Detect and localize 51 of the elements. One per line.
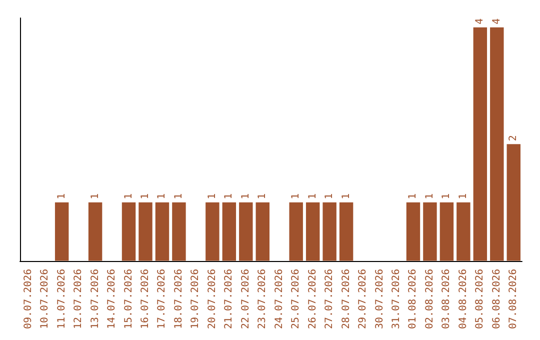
data-label: 1 (90, 193, 101, 200)
data-label: 1 (224, 193, 235, 200)
data-label: 1 (140, 193, 151, 200)
x-tick-label: 01.08.2026 (408, 268, 419, 330)
x-tick-label: 23.07.2026 (257, 268, 268, 330)
x-tick-label: 29.07.2026 (358, 268, 369, 330)
data-label: 2 (508, 135, 520, 142)
x-tick-label: 24.07.2026 (274, 268, 285, 330)
data-label: 1 (56, 193, 68, 200)
data-label: 1 (424, 193, 436, 200)
data-label: 1 (257, 193, 268, 200)
x-tick-label: 27.07.2026 (324, 268, 336, 330)
data-label: 1 (156, 193, 168, 200)
x-tick-label: 06.08.2026 (491, 268, 502, 330)
x-tick-label: 22.07.2026 (240, 268, 252, 330)
x-tick-label: 30.07.2026 (374, 268, 386, 330)
x-tick-label: 31.07.2026 (391, 268, 402, 330)
x-tick-label: 05.08.2026 (474, 268, 486, 330)
x-tick-label: 28.07.2026 (340, 268, 352, 330)
data-label: 1 (441, 193, 452, 200)
data-label: 1 (290, 193, 302, 200)
x-tick-label: 18.07.2026 (173, 268, 184, 330)
x-tick-label: 26.07.2026 (307, 268, 318, 330)
data-label: 1 (240, 193, 252, 200)
data-label: 1 (324, 193, 336, 200)
x-tick-label: 11.07.2026 (56, 268, 68, 330)
data-label: 4 (474, 18, 486, 24)
x-tick-label: 14.07.2026 (106, 268, 118, 330)
x-tick-label: 20.07.2026 (206, 268, 218, 330)
x-tick-label: 25.07.2026 (290, 268, 302, 330)
x-tick-label: 15.07.2026 (123, 268, 134, 330)
data-label: 1 (458, 193, 469, 200)
x-tick-label: 13.07.2026 (90, 268, 101, 330)
x-tick-label: 07.08.2026 (508, 268, 520, 330)
x-tick-label: 21.07.2026 (224, 268, 235, 330)
data-label: 1 (408, 193, 419, 200)
x-tick-label: 10.07.2026 (40, 268, 51, 330)
data-label: 1 (173, 193, 184, 200)
x-tick-label: 03.08.2026 (441, 268, 452, 330)
x-tick-label: 04.08.2026 (458, 268, 469, 330)
data-label: 1 (123, 193, 134, 200)
data-label: 1 (307, 193, 318, 200)
data-label: 1 (206, 193, 218, 200)
x-tick-label: 02.08.2026 (424, 268, 436, 330)
x-tick-label: 19.07.2026 (190, 268, 202, 330)
x-tick-label: 16.07.2026 (140, 268, 151, 330)
x-tick-label: 17.07.2026 (156, 268, 168, 330)
x-tick-label: 12.07.2026 (73, 268, 84, 330)
data-label: 4 (491, 18, 502, 24)
x-tick-label: 09.07.2026 (22, 268, 34, 330)
data-label: 1 (340, 193, 352, 200)
